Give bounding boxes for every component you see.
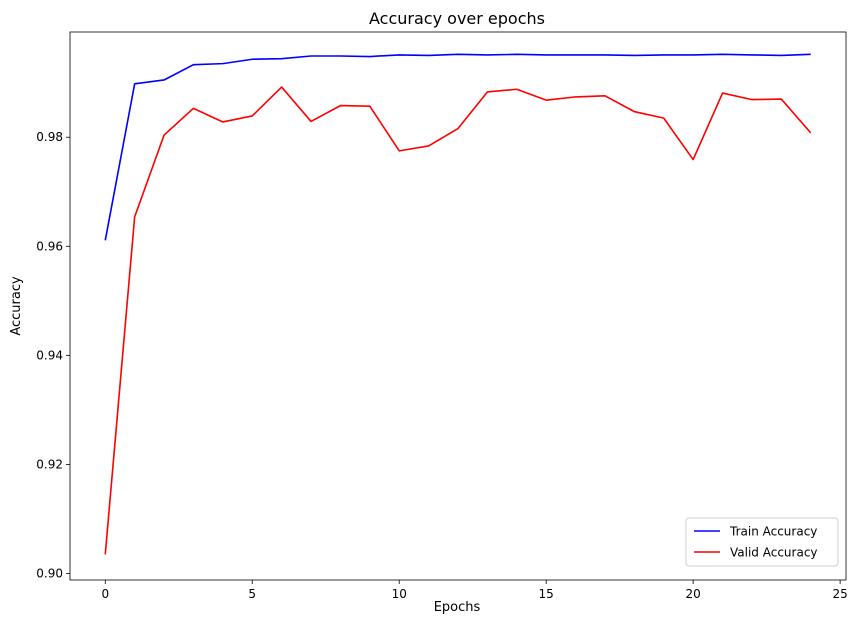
legend-label: Valid Accuracy	[730, 546, 818, 560]
series-line-valid-accuracy	[104, 86, 812, 555]
series-line-train-accuracy	[104, 53, 811, 241]
x-tick-label: 5	[248, 587, 256, 601]
y-tick-label: 0.90	[36, 566, 63, 580]
plot-area: 0 5 10 15 20 25 0.90 0.92 0.94 0.96 0.98	[36, 31, 848, 601]
chart-title: Accuracy over epochs	[369, 9, 545, 28]
legend: Train Accuracy Valid Accuracy	[685, 517, 839, 567]
y-axis-label: Accuracy	[9, 276, 24, 336]
x-axis-label: Epochs	[434, 600, 481, 615]
y-tick-label: 0.94	[36, 348, 63, 362]
x-tick-label: 20	[686, 587, 701, 601]
x-tick-label: 0	[101, 587, 109, 601]
legend-box	[685, 517, 839, 567]
x-tick-label: 25	[832, 587, 847, 601]
legend-label: Train Accuracy	[729, 525, 817, 539]
y-tick-label: 0.98	[36, 130, 63, 144]
y-tick-label: 0.96	[36, 239, 63, 253]
axes-frame	[69, 31, 847, 581]
x-tick-label: 10	[392, 587, 407, 601]
x-tick-label: 15	[539, 587, 554, 601]
y-tick-label: 0.92	[36, 457, 63, 471]
